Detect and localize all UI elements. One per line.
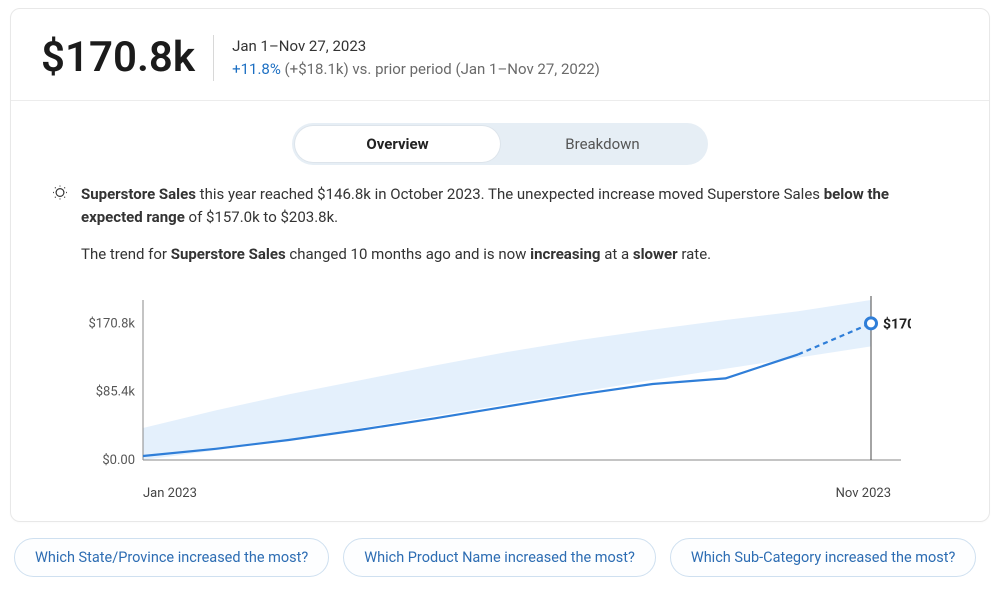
insight-bold: slower bbox=[633, 245, 678, 263]
suggestion-chip[interactable]: Which State/Province increased the most? bbox=[14, 538, 329, 577]
insight-bold: Superstore Sales bbox=[171, 245, 286, 263]
divider bbox=[11, 100, 989, 101]
metric-meta: Jan 1–Nov 27, 2023 +11.8% (+$18.1k) vs. … bbox=[214, 35, 600, 82]
x-start-label: Jan 2023 bbox=[143, 486, 197, 501]
svg-text:$170.8k: $170.8k bbox=[88, 317, 135, 332]
svg-text:$0.00: $0.00 bbox=[102, 453, 135, 468]
insight-text: Superstore Sales this year reached $146.… bbox=[81, 183, 949, 281]
svg-text:$170.8k: $170.8k bbox=[883, 316, 911, 333]
suggestion-chip[interactable]: Which Product Name increased the most? bbox=[343, 538, 656, 577]
tab-breakdown[interactable]: Breakdown bbox=[500, 126, 705, 162]
delta-abs: (+$18.1k) vs. prior period (Jan 1–Nov 27… bbox=[281, 60, 600, 78]
lightbulb-icon bbox=[51, 183, 69, 281]
metric-header: $170.8k Jan 1–Nov 27, 2023 +11.8% (+$18.… bbox=[11, 9, 989, 100]
suggestion-row: Which State/Province increased the most?… bbox=[0, 522, 1000, 577]
metric-value: $170.8k bbox=[41, 35, 214, 81]
x-end-label: Nov 2023 bbox=[836, 486, 891, 501]
tab-overview[interactable]: Overview bbox=[295, 126, 500, 162]
delta-line: +11.8% (+$18.1k) vs. prior period (Jan 1… bbox=[232, 58, 600, 81]
delta-pct: +11.8% bbox=[232, 60, 281, 78]
date-range: Jan 1–Nov 27, 2023 bbox=[232, 35, 600, 58]
trend-chart: $0.00 $85.4k $170.8k $170.8k bbox=[81, 290, 911, 480]
suggestion-chip[interactable]: Which Sub-Category increased the most? bbox=[670, 538, 976, 577]
insight-bold: Superstore Sales bbox=[81, 185, 196, 203]
chart-area: $0.00 $85.4k $170.8k $170.8k Jan 2023 Nov 2… bbox=[11, 286, 989, 501]
insight-bold: increasing bbox=[530, 245, 600, 263]
tab-switch: Overview Breakdown bbox=[292, 123, 708, 165]
svg-text:$85.4k: $85.4k bbox=[96, 385, 136, 400]
x-axis-labels: Jan 2023 Nov 2023 bbox=[143, 486, 891, 501]
insight-block: Superstore Sales this year reached $146.… bbox=[11, 183, 989, 287]
insight-card: $170.8k Jan 1–Nov 27, 2023 +11.8% (+$18.… bbox=[10, 8, 990, 522]
